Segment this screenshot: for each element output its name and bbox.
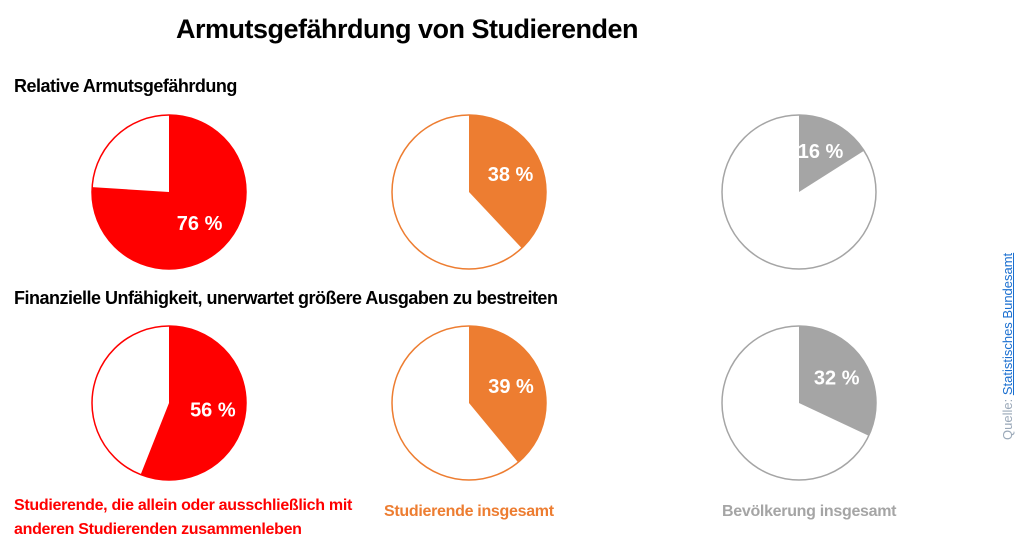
- value-label: 39 %: [488, 376, 534, 398]
- group-label: Studierende, die allein oder ausschließl…: [14, 497, 352, 538]
- value-label: 76 %: [177, 213, 223, 235]
- value-label: 32 %: [814, 367, 860, 389]
- pie-slice: [91, 115, 246, 269]
- source-prefix: Quelle:: [1000, 398, 1015, 440]
- pie-slice: [469, 326, 547, 463]
- row-title: Relative Armutsgefährdung: [14, 76, 237, 96]
- title: Armutsgefährdung von Studierenden: [176, 14, 639, 44]
- group-label: Studierende insgesamt: [384, 503, 554, 520]
- pie-slice: [799, 115, 865, 192]
- value-label: 16 %: [798, 141, 844, 163]
- source: Quelle: Statistisches Bundesamt: [1000, 253, 1015, 440]
- group-label: Bevölkerung insgesamt: [722, 503, 897, 520]
- pie-slice: [469, 115, 546, 249]
- source-link[interactable]: Statistisches Bundesamt: [1000, 252, 1015, 396]
- value-label: 56 %: [190, 400, 236, 422]
- row-title: Finanzielle Unfähigkeit, unerwartet größ…: [14, 288, 558, 308]
- pie-slice: [140, 326, 246, 480]
- value-label: 38 %: [488, 164, 534, 186]
- pie-slice: [799, 326, 877, 436]
